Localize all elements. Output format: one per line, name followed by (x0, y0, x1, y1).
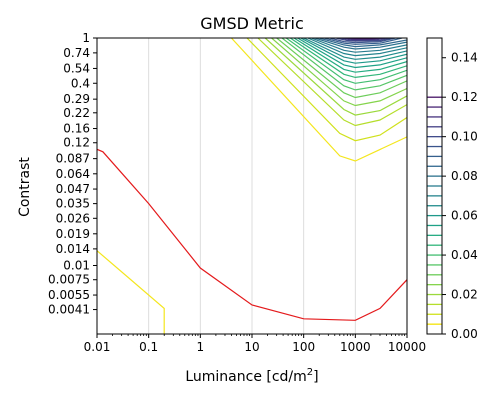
colorbar-tick-label: 0.12 (451, 90, 478, 104)
x-axis-label-main: Luminance [cd/m (185, 369, 306, 385)
colorbar-tick-label: 0.02 (451, 288, 478, 302)
x-tick-label: 100 (292, 340, 315, 354)
contour-line (319, 38, 407, 48)
contour-line (340, 38, 388, 41)
contour-line (300, 38, 407, 64)
x-axis-label-superscript: 2 (307, 367, 313, 378)
contour-line (281, 38, 407, 91)
x-tick-label: 0.1 (139, 340, 158, 354)
contour-line (307, 38, 407, 57)
x-axis-label-end: ] (313, 369, 318, 385)
contour-line (271, 38, 407, 107)
colorbar: 0.00 0.02 0.04 0.06 0.08 0.10 0.12 0.14 (426, 37, 478, 341)
colorbar-tick-label: 0.10 (451, 130, 478, 144)
x-tick-label: 0.01 (84, 340, 111, 354)
axes: 0.01 0.1 1 10 100 1000 1000010.740.540.40.290.… (48, 31, 426, 354)
y-tick-label: 0.047 (56, 182, 90, 196)
contour-line (276, 38, 407, 99)
contour-line (335, 38, 392, 42)
x-tick-label: 10000 (388, 340, 426, 354)
colorbar-tick-label: 0.00 (451, 327, 478, 341)
y-tick-label: 0.4 (71, 76, 90, 90)
y-tick-label: 0.0075 (48, 273, 90, 287)
y-tick-label: 0.16 (63, 122, 90, 136)
x-tick-label: 1000 (340, 340, 371, 354)
contour-line (314, 38, 407, 50)
colorbar-tick-label: 0.04 (451, 248, 478, 262)
chart-title: GMSD Metric (200, 14, 304, 33)
y-tick-label: 0.087 (56, 152, 90, 166)
y-tick-label: 0.035 (56, 197, 90, 211)
y-tick-label: 0.026 (56, 211, 90, 225)
colorbar-frame (426, 37, 443, 335)
y-tick-label: 0.54 (63, 61, 90, 75)
contour-line (97, 250, 165, 334)
colorbar-tick-label: 0.06 (451, 209, 478, 223)
contour-line (303, 38, 407, 60)
contour-line (285, 38, 407, 84)
contour-line (289, 38, 407, 79)
contour-line (324, 38, 403, 45)
y-tick-label: 0.064 (56, 167, 90, 181)
contour-line (293, 38, 407, 73)
contour-line (297, 38, 407, 69)
contour-line (310, 38, 407, 53)
y-tick-label: 0.74 (63, 46, 90, 60)
y-tick-label: 0.29 (63, 92, 90, 106)
plot-area (97, 38, 407, 334)
y-tick-label: 0.0041 (48, 303, 90, 317)
contour-line (257, 38, 407, 127)
y-axis-label: Contrast (17, 157, 33, 217)
threshold-curve (97, 148, 407, 321)
y-tick-label: 0.014 (56, 242, 90, 256)
contour-line (230, 38, 407, 162)
y-tick-label: 0.0055 (48, 288, 90, 302)
contour-line (329, 38, 396, 44)
x-axis-label: Luminance [cd/m2] (185, 367, 318, 385)
colorbar-tick-label: 0.08 (451, 169, 478, 183)
x-tick-label: 10 (244, 340, 259, 354)
contour-line (264, 38, 407, 116)
y-tick-label: 0.22 (63, 106, 90, 120)
x-tick-label: 1 (197, 340, 205, 354)
plot-series (97, 38, 407, 334)
y-tick-label: 0.01 (63, 259, 90, 273)
colorbar-tick-label: 0.14 (451, 51, 478, 65)
y-tick-label: 0.12 (63, 136, 90, 150)
contour-line (246, 38, 407, 142)
y-tick-label: 1 (82, 31, 90, 45)
y-tick-label: 0.019 (56, 227, 90, 241)
